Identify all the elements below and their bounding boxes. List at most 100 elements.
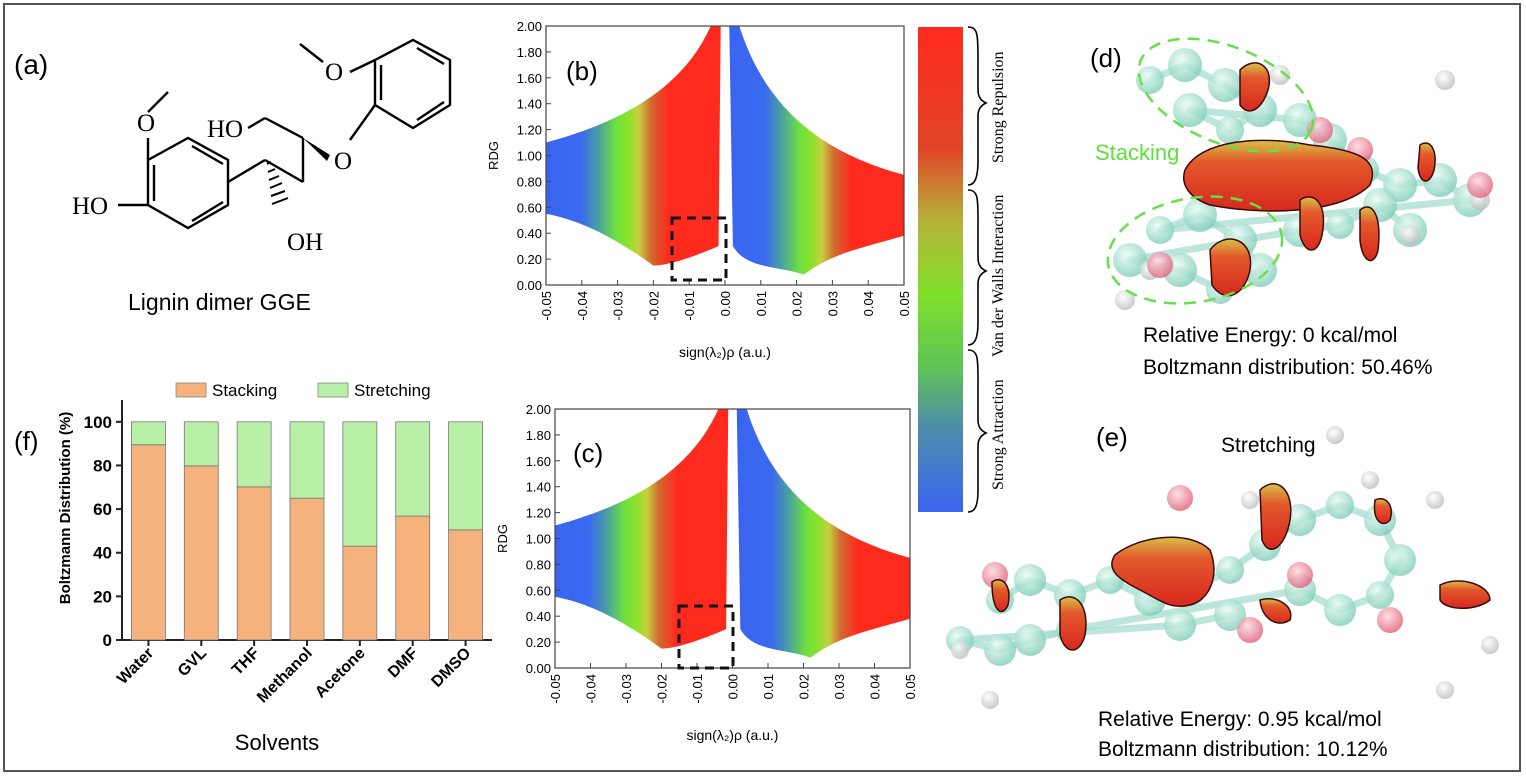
panel-c-plot: 0.00 0.20 0.40 0.60 0.80 1.00 1.20 1.40 1.60 1.80… [495,402,918,743]
x-tick-label: -0.01 [682,291,697,321]
figure-border [3,3,1521,772]
atom-o-ether: O [334,148,352,175]
nci-surface [1439,580,1491,609]
panel-f-chart: (f) 0 20 40 60 80 100 Water GVL THFMethanolAceto… [14,381,492,755]
y-tick-label: 0.80 [517,174,542,189]
carbon-atom [1164,609,1196,641]
carbon-atom [1136,66,1164,94]
bar-stretching [289,421,325,499]
scatter-region-attractive [546,26,721,266]
hydrogen-atom [1400,225,1420,245]
carbon-atom [1014,564,1046,596]
molecule-stacking [1113,48,1493,310]
x-tick-label: -0.04 [575,291,590,321]
x-tick-label: -0.05 [548,674,563,704]
y-tick-label: 40 [93,544,112,563]
stretching-annotation: Stretching [1221,434,1316,457]
nci-surface [1111,536,1215,607]
carbon-atom [1384,544,1416,576]
bar-stretching [131,421,166,446]
oxygen-atom [1167,485,1193,511]
bar-stretching [342,421,378,547]
nci-surface [1299,196,1325,251]
colorbar: Strong Repulsion Van der Walls Interacti… [918,26,1007,513]
stacking-annotation: Stacking [1095,140,1179,165]
x-tick-label: DMF [385,645,422,682]
y-tick-label: 1.60 [517,71,542,86]
y-axis-label: RDG [486,141,501,170]
scatter-region-repulsive [736,409,910,658]
x-tick-label: 0.01 [761,674,776,699]
nci-surface [1359,206,1380,262]
oxygen-atom [1287,562,1313,588]
panel-e-label: (e) [1096,422,1128,452]
panel-d-boltzmann: Boltzmann distribution: 50.46% [1143,356,1433,379]
legend-label: Stretching [354,381,431,400]
x-tick-label: Water [114,645,157,688]
y-tick-label: 1.80 [517,45,542,60]
carbon-atom [1173,93,1207,127]
y-axis-label: RDG [495,524,510,553]
oxygen-atom [1237,617,1263,643]
molecule-stretching [946,426,1499,709]
x-axis-label: sign(λ₂)ρ (a.u.) [687,727,779,743]
hydrogen-atom [1435,70,1455,90]
y-tick-label: 100 [84,413,112,432]
x-tick-label: 0.02 [790,291,805,316]
oxygen-atom [1147,252,1173,278]
atom-ho-left: HO [72,193,108,220]
carbon-atom [1243,253,1277,287]
bar-stacking [236,486,272,641]
bar-stacking [342,545,378,641]
y-tick-label: 1.40 [526,480,551,495]
x-tick-label: -0.03 [611,291,626,321]
panel-label: (b) [566,56,598,86]
hydrogen-atom [1481,636,1499,654]
x-tick-label: GVL [175,645,210,680]
x-tick-label: Methanol [254,645,316,707]
colorbar-label-vdw: Van der Walls Interaction [990,195,1007,357]
atom-oh: OH [287,229,323,256]
bar-stretching [236,421,272,488]
y-tick-label: 0 [103,631,112,650]
y-tick-label: 0.40 [517,226,542,241]
x-axis-label: Solvents [235,730,319,755]
y-tick-label: 20 [93,587,112,606]
y-tick-label: 0.60 [517,200,542,215]
x-tick-label: 0.00 [726,674,741,699]
y-tick-label: 60 [93,500,112,519]
nci-surface [1209,238,1252,297]
bar-stacking [131,444,166,641]
colorbar-label-attraction: Strong Attraction [990,379,1007,490]
nci-surface [1417,142,1436,182]
y-tick-label: 1.00 [517,149,542,164]
colorbar-label-repulsion: Strong Repulsion [990,51,1007,163]
carbon-atom [1326,211,1354,239]
atom-ho-chain: HO [207,116,243,143]
y-tick-label: 0.40 [526,609,551,624]
hydrogen-atom [981,691,999,709]
x-tick-label: -0.02 [646,291,661,321]
legend-swatch [175,382,207,398]
hydrogen-atom [1115,290,1135,310]
nci-surface-stacking [1183,139,1374,212]
x-tick-label: -0.03 [619,674,634,704]
x-tick-label: -0.04 [584,674,599,704]
y-tick-label: 0.20 [517,252,542,267]
wedge-bond [303,138,330,161]
brace-repulsion [967,26,988,186]
y-tick-label: 0.20 [526,635,551,650]
x-tick-label: 0.03 [825,291,840,316]
stacking-ring-bottom [1106,195,1284,305]
y-tick-label: 80 [93,456,112,475]
bar-stacking [395,515,431,641]
dashed-highlight-box [677,604,735,670]
bar-stacking [448,529,483,641]
y-tick-label: 1.60 [526,454,551,469]
panel-e-energy: Relative Energy: 0.95 kcal/mol [1098,708,1382,731]
bar-stretching [183,421,219,467]
hydrogen-atom [1241,491,1259,509]
x-tick-label: Acetone [312,645,369,702]
